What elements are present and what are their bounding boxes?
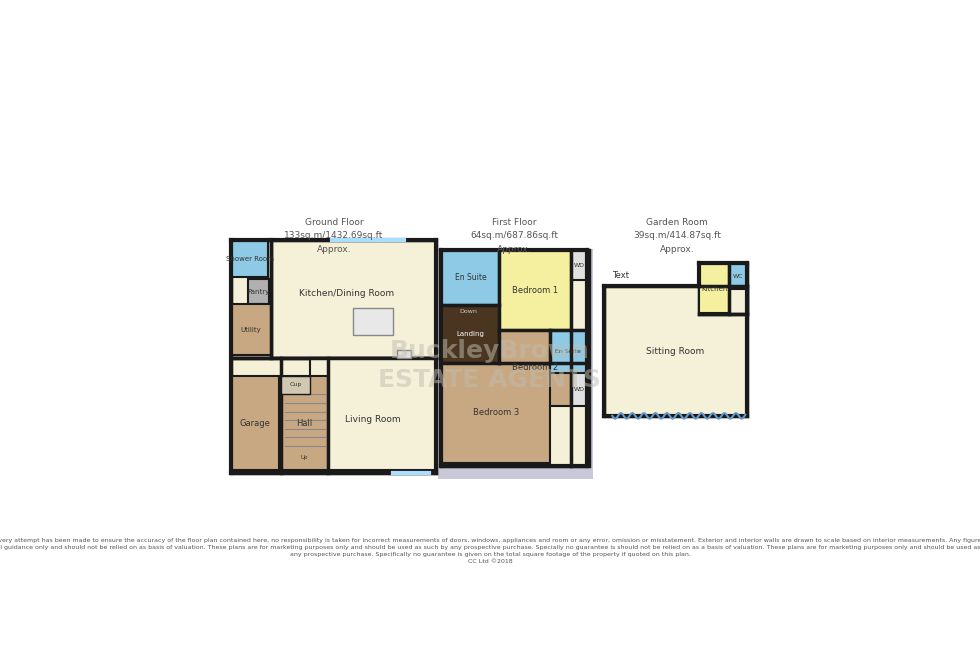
Bar [231, 358, 436, 474]
Bar [441, 250, 589, 466]
Bar [231, 240, 436, 358]
Text: Down: Down [460, 309, 477, 314]
Bar [438, 249, 593, 479]
Bar [281, 376, 328, 470]
Text: Garage: Garage [239, 419, 270, 428]
Text: WC: WC [733, 274, 744, 279]
Text: Utility: Utility [241, 327, 262, 332]
Text: Landing: Landing [457, 331, 484, 337]
Text: Sitting Room: Sitting Room [647, 347, 705, 355]
Bar [442, 363, 550, 463]
Text: Kitchen/Dining Room: Kitchen/Dining Room [299, 289, 394, 298]
Text: Hall: Hall [296, 419, 313, 428]
Text: WD: WD [573, 263, 585, 268]
Bar [500, 330, 571, 406]
Text: Kitchen: Kitchen [701, 286, 727, 292]
Text: Text: Text [612, 271, 629, 280]
Bar [232, 376, 278, 470]
Text: WD: WD [573, 387, 585, 392]
Bar [500, 251, 571, 330]
Text: En Suite: En Suite [455, 273, 486, 283]
Bar [571, 373, 587, 406]
Text: Bedroom 1: Bedroom 1 [513, 286, 559, 295]
Bar [232, 241, 268, 277]
Text: BuckleyBrown
ESTATE AGENTS: BuckleyBrown ESTATE AGENTS [378, 339, 602, 392]
Bar [232, 304, 271, 355]
Bar [311, 358, 436, 470]
Bar [699, 263, 748, 314]
Bar [231, 240, 270, 358]
Bar [248, 279, 269, 304]
Text: Living Room: Living Room [345, 415, 401, 424]
Bar [281, 376, 311, 394]
Text: Pantry: Pantry [247, 289, 270, 295]
Text: Shower Room: Shower Room [225, 256, 273, 262]
Bar [354, 308, 393, 335]
Text: First Floor
64sq.m/687.86sq.ft
Approx.: First Floor 64sq.m/687.86sq.ft Approx. [470, 218, 559, 254]
Bar [604, 286, 748, 416]
Text: En Suite: En Suite [556, 350, 581, 354]
Bar [397, 350, 411, 358]
Bar [442, 305, 500, 363]
Text: Cup: Cup [290, 382, 302, 388]
Text: Whilst every attempt has been made to ensure the accuracy of the floor plan cont: Whilst every attempt has been made to en… [0, 538, 980, 564]
Text: Ground Floor
133sq.m/1432.69sq.ft
Approx.: Ground Floor 133sq.m/1432.69sq.ft Approx… [284, 218, 383, 254]
Bar [729, 264, 747, 289]
Text: Up: Up [301, 455, 309, 460]
Text: Bedroom 2: Bedroom 2 [513, 363, 559, 373]
Text: Bedroom 3: Bedroom 3 [472, 409, 518, 417]
Bar [550, 330, 587, 373]
Bar [442, 251, 500, 305]
Bar [571, 251, 587, 280]
Bar [700, 264, 729, 313]
Text: Garden Room
39sq.m/414.87sq.ft
Approx.: Garden Room 39sq.m/414.87sq.ft Approx. [633, 218, 721, 254]
